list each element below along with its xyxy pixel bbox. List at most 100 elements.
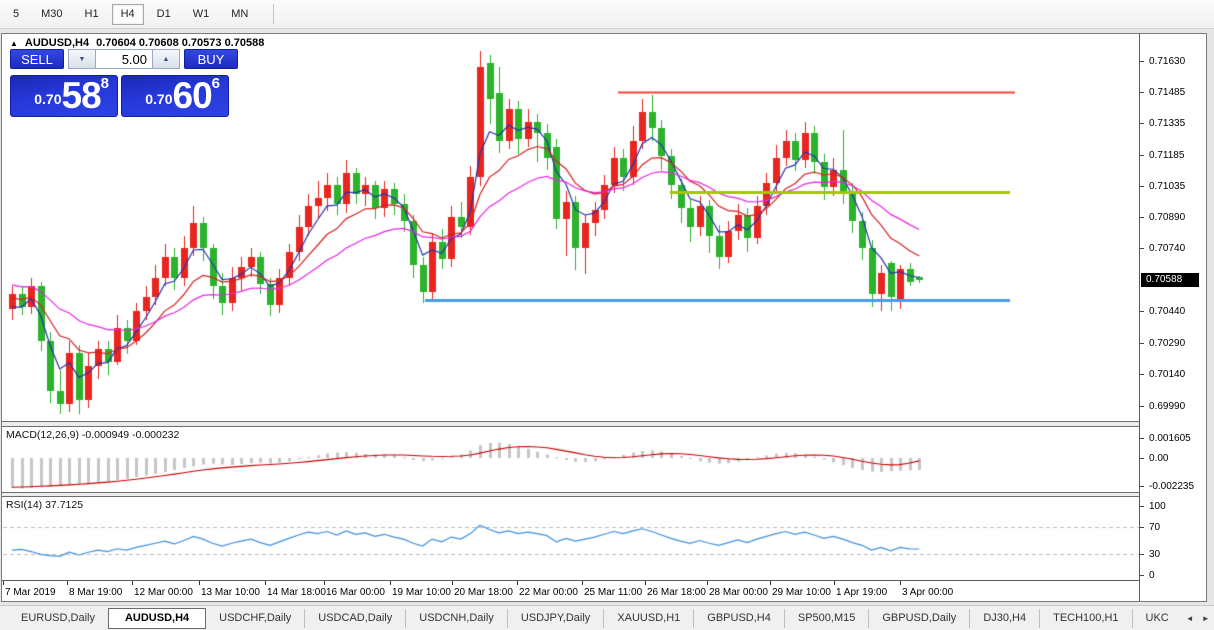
time-axis-tick [900, 581, 901, 585]
axis-tick [1140, 457, 1144, 459]
time-axis-tick [67, 581, 68, 585]
chart-tab-usdjpy-daily[interactable]: USDJPY,Daily [506, 608, 604, 628]
price-axis[interactable]: 0.71630 0.71485 0.71335 0.71185 0.71035 0.708… [1139, 34, 1206, 601]
time-axis-label: 25 Mar 11:00 [584, 587, 643, 598]
price-axis-label: 0.71185 [1149, 150, 1185, 161]
sell-button[interactable]: SELL [10, 49, 64, 69]
price-axis-label: 0.70140 [1149, 369, 1186, 380]
tab-scroll-right-icon[interactable]: ► [1201, 613, 1210, 623]
timeframe-button-m30[interactable]: M30 [41, 7, 63, 20]
timeframe-button-h1[interactable]: H1 [84, 7, 99, 20]
chart-tab-usdcnh-daily[interactable]: USDCNH,Daily [405, 608, 507, 628]
timeframe-button-5[interactable]: 5 [13, 7, 20, 20]
pane-splitter[interactable] [2, 492, 1206, 497]
sell-price-big: 58 [61, 74, 102, 116]
pane-splitter[interactable] [2, 421, 1206, 427]
time-axis-tick [517, 581, 518, 585]
time-axis-tick [707, 581, 708, 585]
chart-tab-usdcad-daily[interactable]: USDCAD,Daily [304, 608, 405, 628]
rsi-chart[interactable] [3, 497, 1139, 580]
time-axis-label: 12 Mar 00:00 [134, 587, 193, 598]
buy-price-box[interactable]: 0.70 60 6 [121, 75, 229, 117]
axis-tick [1140, 186, 1144, 187]
macd-chart[interactable] [3, 428, 1139, 491]
time-axis-tick [324, 581, 325, 585]
time-axis-label: 13 Mar 10:00 [201, 587, 260, 598]
axis-tick [1140, 217, 1144, 218]
price-axis-label: 0.69990 [1149, 401, 1186, 412]
collapse-panel-icon[interactable]: ▲ [10, 38, 18, 48]
buy-button[interactable]: BUY [184, 49, 238, 69]
time-axis-label: 1 Apr 19:00 [836, 587, 888, 598]
buy-price-pip: 6 [211, 74, 220, 92]
timeframe-toolbar: 5 M30 H1 H4 D1 W1 MN [0, 0, 1214, 29]
rsi-axis-label: 100 [1149, 501, 1166, 512]
sell-price-box[interactable]: 0.70 58 8 [10, 75, 118, 117]
time-axis-tick [3, 581, 4, 585]
chart-tab-xauusd-h1[interactable]: XAUUSD,H1 [603, 608, 693, 628]
price-axis-label: 0.70740 [1149, 243, 1186, 254]
ohlc-values: 0.70604 0.70608 0.70573 0.70588 [96, 37, 265, 49]
buy-price-prefix: 0.70 [145, 91, 173, 107]
time-axis-tick [265, 581, 266, 585]
time-axis-tick [645, 581, 646, 585]
volume-input[interactable] [96, 49, 152, 69]
timeframe-button-h4[interactable]: H4 [111, 3, 144, 25]
toolbar-separator [273, 4, 275, 24]
time-axis-label: 28 Mar 00:00 [709, 587, 768, 598]
price-axis-label: 0.70890 [1149, 212, 1186, 223]
chart-window: ▲ AUDUSD,H4 0.70604 0.70608 0.70573 0.70… [1, 33, 1207, 602]
axis-tick [1140, 123, 1144, 124]
time-axis-label: 26 Mar 18:00 [647, 587, 706, 598]
rsi-axis-label: 30 [1149, 549, 1161, 561]
chart-tab-gbpusd-h4[interactable]: GBPUSD,H4 [693, 608, 784, 628]
time-axis-label: 8 Mar 19:00 [69, 587, 123, 598]
time-axis-tick [132, 581, 133, 585]
rsi-axis-label: 0 [1149, 570, 1155, 581]
chart-tab-dj30-h4[interactable]: DJ30,H4 [969, 608, 1039, 628]
time-axis-tick [770, 581, 771, 585]
sell-price-prefix: 0.70 [34, 91, 62, 107]
symbol-label: AUDUSD,H4 [24, 37, 90, 49]
macd-axis-label: -0.002235 [1149, 481, 1195, 493]
macd-axis-label: 0.00 [1149, 452, 1169, 464]
chart-tab-ukc[interactable]: UKC [1131, 608, 1182, 628]
chart-tab-audusd-h4[interactable]: AUDUSD,H4 [107, 607, 207, 629]
axis-tick [1140, 486, 1144, 488]
volume-increase-button[interactable]: ▲ [152, 49, 180, 69]
buy-price-big: 60 [172, 74, 213, 116]
rsi-label: RSI(14) 37.7125 [6, 499, 84, 511]
axis-tick [1140, 575, 1144, 576]
tab-scroll-left-icon[interactable]: ◄ [1185, 613, 1194, 623]
rsi-pane: RSI(14) 37.7125 [2, 497, 1139, 580]
chart-tab-sp500-m15[interactable]: SP500,M15 [783, 608, 868, 628]
chart-tab-usdchf-daily[interactable]: USDCHF,Daily [219, 611, 292, 624]
chart-tab-tech100-h1[interactable]: TECH100,H1 [1039, 608, 1131, 628]
time-axis-label: 19 Mar 10:00 [392, 587, 451, 598]
price-axis-label: 0.71630 [1149, 56, 1186, 67]
chart-tab-gbpusd-daily[interactable]: GBPUSD,Daily [868, 608, 969, 628]
current-price-marker: 0.70588 [1141, 273, 1199, 287]
macd-pane: MACD(12,26,9) -0.000949 -0.000232 [2, 427, 1139, 492]
axis-tick [1140, 506, 1144, 507]
axis-tick [1140, 155, 1144, 156]
timeframe-button-d1[interactable]: D1 [156, 7, 171, 20]
chart-tab-bar: EURUSD,Daily AUDUSD,H4 USDCHF,Daily USDCAD,… [0, 605, 1214, 630]
axis-tick [1140, 311, 1144, 312]
timeframe-button-w1[interactable]: W1 [192, 7, 210, 20]
price-axis-label: 0.70290 [1149, 338, 1186, 349]
macd-axis-label: 0.001605 [1149, 432, 1191, 444]
chart-tab-eurusd-daily[interactable]: EURUSD,Daily [21, 611, 95, 624]
volume-decrease-button[interactable]: ▼ [68, 49, 96, 69]
timeframe-button-mn[interactable]: MN [231, 7, 249, 20]
time-axis-label: 14 Mar 18:00 [267, 587, 326, 598]
axis-tick [1140, 374, 1144, 375]
time-axis[interactable]: 7 Mar 2019 8 Mar 19:00 12 Mar 00:00 13 Mar … [2, 580, 1139, 601]
axis-tick [1140, 61, 1144, 62]
axis-tick [1140, 92, 1144, 93]
time-axis-label: 16 Mar 00:00 [326, 587, 385, 598]
time-axis-tick [834, 581, 835, 585]
axis-tick [1140, 343, 1144, 344]
chart-title: ▲ AUDUSD,H4 0.70604 0.70608 0.70573 0.70… [10, 37, 264, 49]
axis-tick [1140, 554, 1144, 556]
